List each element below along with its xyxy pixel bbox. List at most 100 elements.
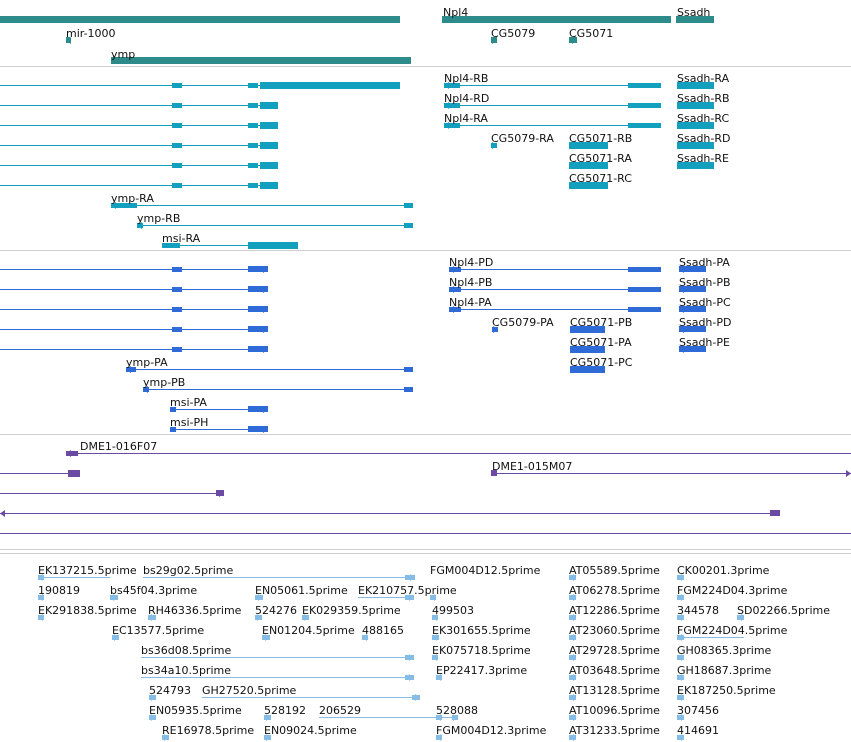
feature-cg5071-ra[interactable]: CG5071-RA — [569, 152, 632, 169]
feature-at06278-5prime[interactable]: AT06278.5prime — [569, 584, 660, 601]
feature-unlabeled[interactable] — [0, 470, 80, 477]
feature-en01204-5prime[interactable]: EN01204.5prime — [262, 624, 355, 641]
feature-ssadh-rd[interactable]: Ssadh-RD — [677, 132, 731, 149]
feature-sd02266-5prime[interactable]: SD02266.5prime — [737, 604, 830, 621]
feature-ymp-rb[interactable]: ymp-RB — [137, 212, 413, 229]
feature-dme1-015m07[interactable]: DME1-015M07 — [491, 460, 851, 477]
feature-unlabeled[interactable] — [0, 162, 278, 169]
feature-at29728-5prime[interactable]: AT29728.5prime — [569, 644, 660, 661]
feature-cg5079[interactable]: CG5079 — [491, 27, 535, 44]
feature-rh46336-5prime[interactable]: RH46336.5prime — [148, 604, 242, 621]
feature-ymp[interactable]: ymp — [111, 48, 411, 64]
feature-ek210757-5prime[interactable]: EK210757.5prime — [358, 584, 457, 601]
feature-ssadh-pc[interactable]: Ssadh-PC — [679, 296, 731, 313]
feature-bs29g02-5prime[interactable]: bs29g02.5prime — [143, 564, 415, 581]
feature-bs45f04-3prime[interactable]: bs45f04.3prime — [110, 584, 197, 601]
feature-528088[interactable]: 528088 — [436, 704, 478, 721]
feature-ek137215-5prime[interactable]: EK137215.5prime — [38, 564, 137, 581]
feature-cg5071-pc[interactable]: CG5071-PC — [570, 356, 633, 373]
feature-ek187250-5prime[interactable]: EK187250.5prime — [677, 684, 776, 701]
feature-at31233-5prime[interactable]: AT31233.5prime — [569, 724, 660, 741]
feature-ssadh-pd[interactable]: Ssadh-PD — [679, 316, 731, 333]
feature-499503[interactable]: 499503 — [432, 604, 474, 621]
feature-524793[interactable]: 524793 — [149, 684, 191, 701]
feature-gh08365-3prime[interactable]: GH08365.3prime — [677, 644, 772, 661]
feature-gh18687-3prime[interactable]: GH18687.3prime — [677, 664, 772, 681]
feature-re16978-5prime[interactable]: RE16978.5prime — [162, 724, 254, 741]
feature-cg5079-pa[interactable]: CG5079-PA — [492, 316, 554, 333]
feature-at12286-5prime[interactable]: AT12286.5prime — [569, 604, 660, 621]
feature-ek029359-5prime[interactable]: EK029359.5prime — [302, 604, 401, 621]
feature-ssadh-rb[interactable]: Ssadh-RB — [677, 92, 730, 109]
feature-ek301655-5prime[interactable]: EK301655.5prime — [432, 624, 531, 641]
feature-fgm004d12-5prime[interactable]: FGM004D12.5prime — [430, 564, 541, 601]
feature-ssadh[interactable]: Ssadh — [676, 6, 714, 23]
feature-ymp-pa[interactable]: ymp-PA — [126, 356, 413, 373]
feature-cg5071[interactable]: CG5071 — [569, 27, 613, 44]
feature-en05935-5prime[interactable]: EN05935.5prime — [149, 704, 242, 721]
feature-190819[interactable]: 190819 — [38, 584, 80, 601]
feature-unlabeled[interactable] — [0, 306, 268, 313]
feature-488165[interactable]: 488165 — [362, 624, 404, 641]
feature-mir-1000[interactable]: mir-1000 — [66, 27, 116, 44]
feature-unlabeled[interactable] — [0, 142, 278, 149]
feature-414691[interactable]: 414691 — [677, 724, 719, 741]
feature-at10096-5prime[interactable]: AT10096.5prime — [569, 704, 660, 721]
feature-344578[interactable]: 344578 — [677, 604, 719, 621]
feature-bs36d08-5prime[interactable]: bs36d08.5prime — [141, 644, 414, 661]
feature-unlabeled[interactable] — [0, 102, 278, 109]
feature-cg5079-ra[interactable]: CG5079-RA — [491, 132, 554, 149]
feature-bs34a10-5prime[interactable]: bs34a10.5prime — [141, 664, 414, 681]
feature-msi-pa[interactable]: msi-PA — [170, 396, 268, 413]
feature-npl4-pa[interactable]: Npl4-PA — [449, 296, 661, 313]
feature-ek075718-5prime[interactable]: EK075718.5prime — [432, 644, 531, 661]
feature-ssadh-pa[interactable]: Ssadh-PA — [679, 256, 730, 273]
feature-npl4-ra[interactable]: Npl4-RA — [444, 112, 661, 129]
feature-unlabeled[interactable] — [0, 182, 278, 189]
feature-cg5071-pb[interactable]: CG5071-PB — [570, 316, 632, 333]
feature-fgm224d04-5prime[interactable]: FGM224D04.5prime — [677, 624, 788, 641]
feature-unlabeled[interactable] — [0, 326, 268, 333]
feature-at03648-5prime[interactable]: AT03648.5prime — [569, 664, 660, 681]
feature-fgm004d12-3prime[interactable]: FGM004D12.3prime — [436, 724, 547, 741]
feature-ymp-pb[interactable]: ymp-PB — [143, 376, 413, 393]
feature-ep22417-3prime[interactable]: EP22417.3prime — [436, 664, 527, 681]
feature-ssadh-pe[interactable]: Ssadh-PE — [679, 336, 730, 353]
feature-cg5071-rb[interactable]: CG5071-RB — [569, 132, 632, 149]
feature-cg5071-pa[interactable]: CG5071-PA — [570, 336, 632, 353]
feature-ck00201-3prime[interactable]: CK00201.3prime — [677, 564, 770, 581]
feature-gh27520-5prime[interactable]: GH27520.5prime — [202, 684, 420, 701]
feature-at05589-5prime[interactable]: AT05589.5prime — [569, 564, 660, 581]
feature-at13128-5prime[interactable]: AT13128.5prime — [569, 684, 660, 701]
feature-at23060-5prime[interactable]: AT23060.5prime — [569, 624, 660, 641]
feature-dme1-016f07[interactable]: DME1-016F07 — [66, 440, 851, 457]
feature-307456[interactable]: 307456 — [677, 704, 719, 721]
feature-fgm224d04-3prime[interactable]: FGM224D04.3prime — [677, 584, 788, 601]
feature-524276[interactable]: 524276 — [255, 604, 297, 621]
feature-ymp-ra[interactable]: ymp-RA — [111, 192, 413, 209]
feature-unlabeled[interactable] — [0, 122, 278, 129]
feature-ssadh-ra[interactable]: Ssadh-RA — [677, 72, 730, 89]
feature-npl4[interactable]: Npl4 — [442, 6, 671, 23]
feature-unlabeled[interactable] — [0, 286, 268, 293]
feature-unlabeled[interactable] — [0, 490, 224, 497]
feature-msi-ra[interactable]: msi-RA — [162, 232, 298, 249]
feature-npl4-pd[interactable]: Npl4-PD — [449, 256, 661, 273]
feature-ec13577-5prime[interactable]: EC13577.5prime — [112, 624, 204, 641]
feature-ssadh-rc[interactable]: Ssadh-RC — [677, 112, 729, 129]
feature-npl4-pb[interactable]: Npl4-PB — [449, 276, 661, 293]
feature-unlabeled[interactable] — [0, 266, 268, 273]
feature-unlabeled[interactable] — [0, 510, 780, 517]
feature-npl4-rd[interactable]: Npl4-RD — [444, 92, 661, 109]
feature-msi-ph[interactable]: msi-PH — [170, 416, 268, 433]
feature-ek291838-5prime[interactable]: EK291838.5prime — [38, 604, 137, 621]
feature-ssadh-re[interactable]: Ssadh-RE — [677, 152, 729, 169]
feature-206529[interactable]: 206529 — [319, 704, 458, 721]
feature-en09024-5prime[interactable]: EN09024.5prime — [264, 724, 357, 741]
feature-cg5071-rc[interactable]: CG5071-RC — [569, 172, 632, 189]
feature-528192[interactable]: 528192 — [264, 704, 306, 721]
feature-npl4-rb[interactable]: Npl4-RB — [444, 72, 661, 89]
feature-en05061-5prime[interactable]: EN05061.5prime — [255, 584, 348, 601]
feature-unlabeled[interactable] — [0, 346, 268, 353]
